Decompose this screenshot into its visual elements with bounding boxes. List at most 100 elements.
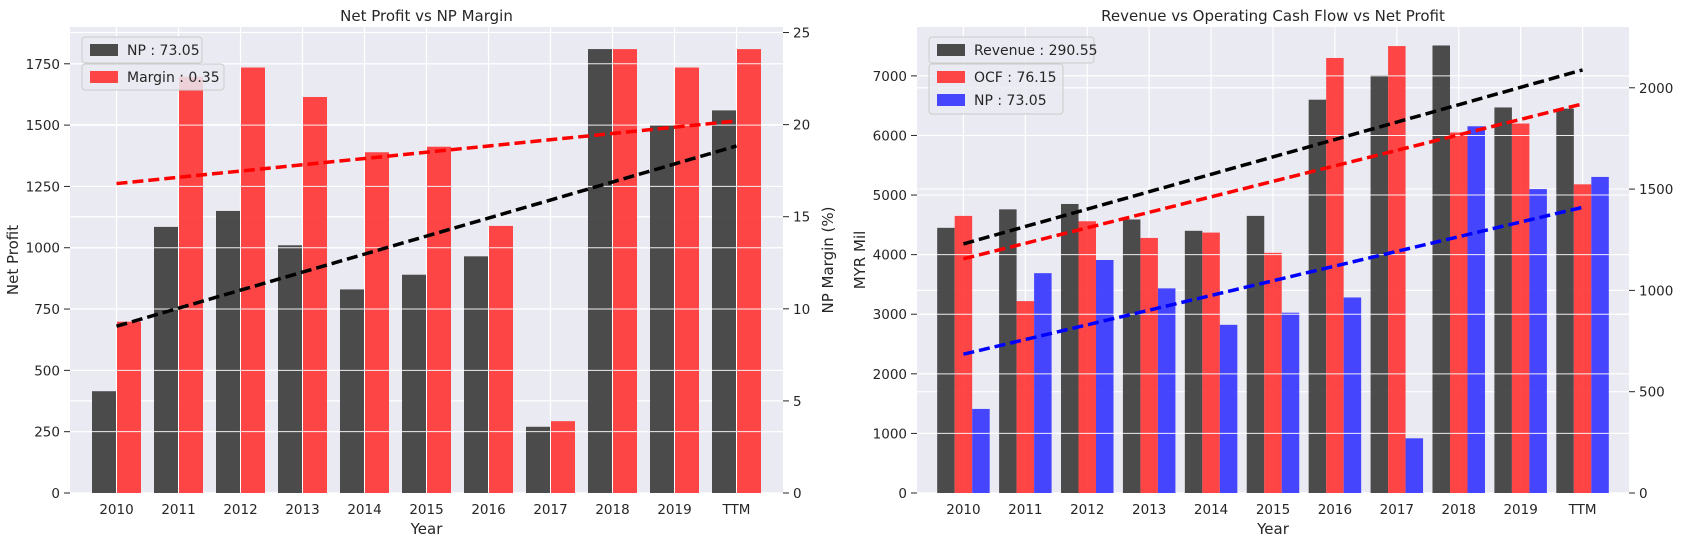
- bar-revenue: [1246, 215, 1265, 493]
- x-tick-label: 2018: [1442, 502, 1476, 518]
- bar-revenue: [1370, 75, 1389, 493]
- trendline-2: [963, 205, 1583, 356]
- y2-tick-label: 0: [793, 486, 802, 502]
- x-tick-label: 2016: [471, 502, 505, 518]
- bar-margin: [427, 146, 451, 493]
- legend-frame: [928, 36, 1095, 64]
- chart-title: Revenue vs Operating Cash Flow vs Net Pr…: [1101, 7, 1445, 25]
- x-axis-label: Year: [410, 520, 444, 538]
- y2-tick-label: 25: [793, 26, 810, 42]
- bar-ocf: [1449, 132, 1468, 493]
- bar-np: [588, 49, 612, 494]
- bar-np: [402, 274, 426, 493]
- x-tick-label: 2019: [657, 502, 691, 518]
- bar-np: [1529, 189, 1547, 493]
- bar-ocf: [1573, 184, 1592, 493]
- bar-np: [464, 256, 488, 493]
- bar-np: [154, 226, 178, 494]
- y-tick-label: 1000: [26, 241, 60, 257]
- y-tick-label: 0: [898, 486, 907, 502]
- bar-ocf: [1078, 221, 1097, 493]
- y2-tick-label: 500: [1639, 385, 1665, 401]
- x-tick-label: 2015: [409, 502, 443, 518]
- y2-axis-label: NP Margin (%): [819, 207, 837, 314]
- bar-revenue: [999, 209, 1017, 493]
- legend-swatch: [90, 71, 118, 83]
- legend-box: NP : 73.05: [81, 36, 203, 64]
- y2-tick-label: 15: [793, 210, 810, 226]
- y-tick-label: 2000: [873, 367, 907, 383]
- y-tick-label: 1750: [26, 57, 60, 73]
- trendline-1: [963, 102, 1583, 261]
- y-tick-label: 250: [34, 425, 60, 441]
- bar-np: [1096, 260, 1114, 493]
- x-tick-label: 2017: [1380, 502, 1414, 518]
- bar-ocf: [1140, 237, 1158, 493]
- bar-revenue: [1494, 107, 1512, 493]
- bar-np: [1034, 273, 1052, 493]
- bar-np: [92, 391, 116, 493]
- bar-np: [1219, 324, 1238, 493]
- bar-ocf: [1388, 46, 1406, 493]
- y-tick-label: 4000: [873, 248, 907, 264]
- y-tick-label: 1250: [26, 179, 60, 195]
- y-axis-label: MYR Mil: [851, 231, 869, 290]
- x-tick-label: TTM: [1568, 502, 1597, 518]
- bar-ocf: [1016, 301, 1035, 493]
- x-tick-label: 2010: [946, 502, 980, 518]
- bar-np: [526, 426, 550, 493]
- bar-ocf: [1264, 252, 1282, 493]
- legend-label: Revenue : 290.55: [974, 43, 1098, 59]
- bar-revenue: [1122, 219, 1141, 493]
- y-tick-label: 0: [51, 486, 60, 502]
- trendline-1: [116, 119, 737, 186]
- trendline-0: [962, 68, 1584, 246]
- chart-net-profit-vs-np-margin: 0 250 500 750 1000 1250 1500 1750 0 5 10 15 20 25 2010…: [4, 7, 837, 538]
- y2-tick-label: 2000: [1639, 81, 1673, 97]
- legend-box: Margin : 0.35: [81, 63, 225, 91]
- bar-margin: [613, 49, 637, 493]
- x-tick-label: 2018: [595, 502, 629, 518]
- bar-margin: [675, 67, 699, 494]
- bar-ocf: [1326, 57, 1344, 493]
- x-tick-label: 2015: [1256, 502, 1290, 518]
- y2-tick-label: 5: [793, 394, 802, 410]
- y-tick-label: 5000: [873, 188, 907, 204]
- bar-ocf: [1202, 232, 1220, 493]
- bar-margin: [551, 421, 575, 493]
- y-tick-label: 3000: [873, 307, 907, 323]
- x-tick-label: 2016: [1318, 502, 1352, 518]
- legend-swatch: [937, 71, 965, 83]
- bar-margin: [303, 96, 327, 493]
- bar-np: [1343, 297, 1362, 493]
- legend-swatch: [90, 44, 118, 56]
- bar-revenue: [1061, 203, 1079, 493]
- y2-tick-label: 1500: [1639, 182, 1673, 198]
- x-tick-label: 2013: [1132, 502, 1166, 518]
- bar-ocf: [1511, 123, 1530, 494]
- bar-ocf: [954, 215, 973, 493]
- x-tick-label: 2011: [161, 502, 195, 518]
- y-tick-label: 7000: [873, 69, 907, 85]
- chart-revenue-vs-ocf-vs-net-profit: 0 1000 2000 3000 4000 5000 6000 7000 0 500 1000 150…: [851, 7, 1673, 538]
- legend-label: OCF : 76.15: [974, 70, 1057, 86]
- y-tick-label: 1500: [26, 118, 60, 134]
- x-tick-label: 2012: [223, 502, 257, 518]
- legend-swatch: [937, 94, 965, 106]
- x-tick-label: 2010: [99, 502, 133, 518]
- bar-np: [1467, 126, 1485, 493]
- y-axis-label: Net Profit: [4, 225, 22, 295]
- y2-tick-label: 1000: [1639, 283, 1673, 299]
- bar-margin: [737, 49, 761, 493]
- x-tick-label: TTM: [722, 502, 751, 518]
- bar-revenue: [1184, 230, 1203, 493]
- bar-np: [216, 210, 240, 493]
- bar-revenue: [937, 227, 955, 493]
- x-axis-label: Year: [1256, 520, 1290, 538]
- y-tick-label: 750: [34, 302, 60, 318]
- y-tick-label: 6000: [873, 128, 907, 144]
- x-tick-label: 2014: [1194, 502, 1228, 518]
- y-tick-label: 500: [34, 363, 60, 379]
- legend-label: NP : 73.05: [974, 93, 1047, 109]
- trendline-0: [116, 144, 737, 328]
